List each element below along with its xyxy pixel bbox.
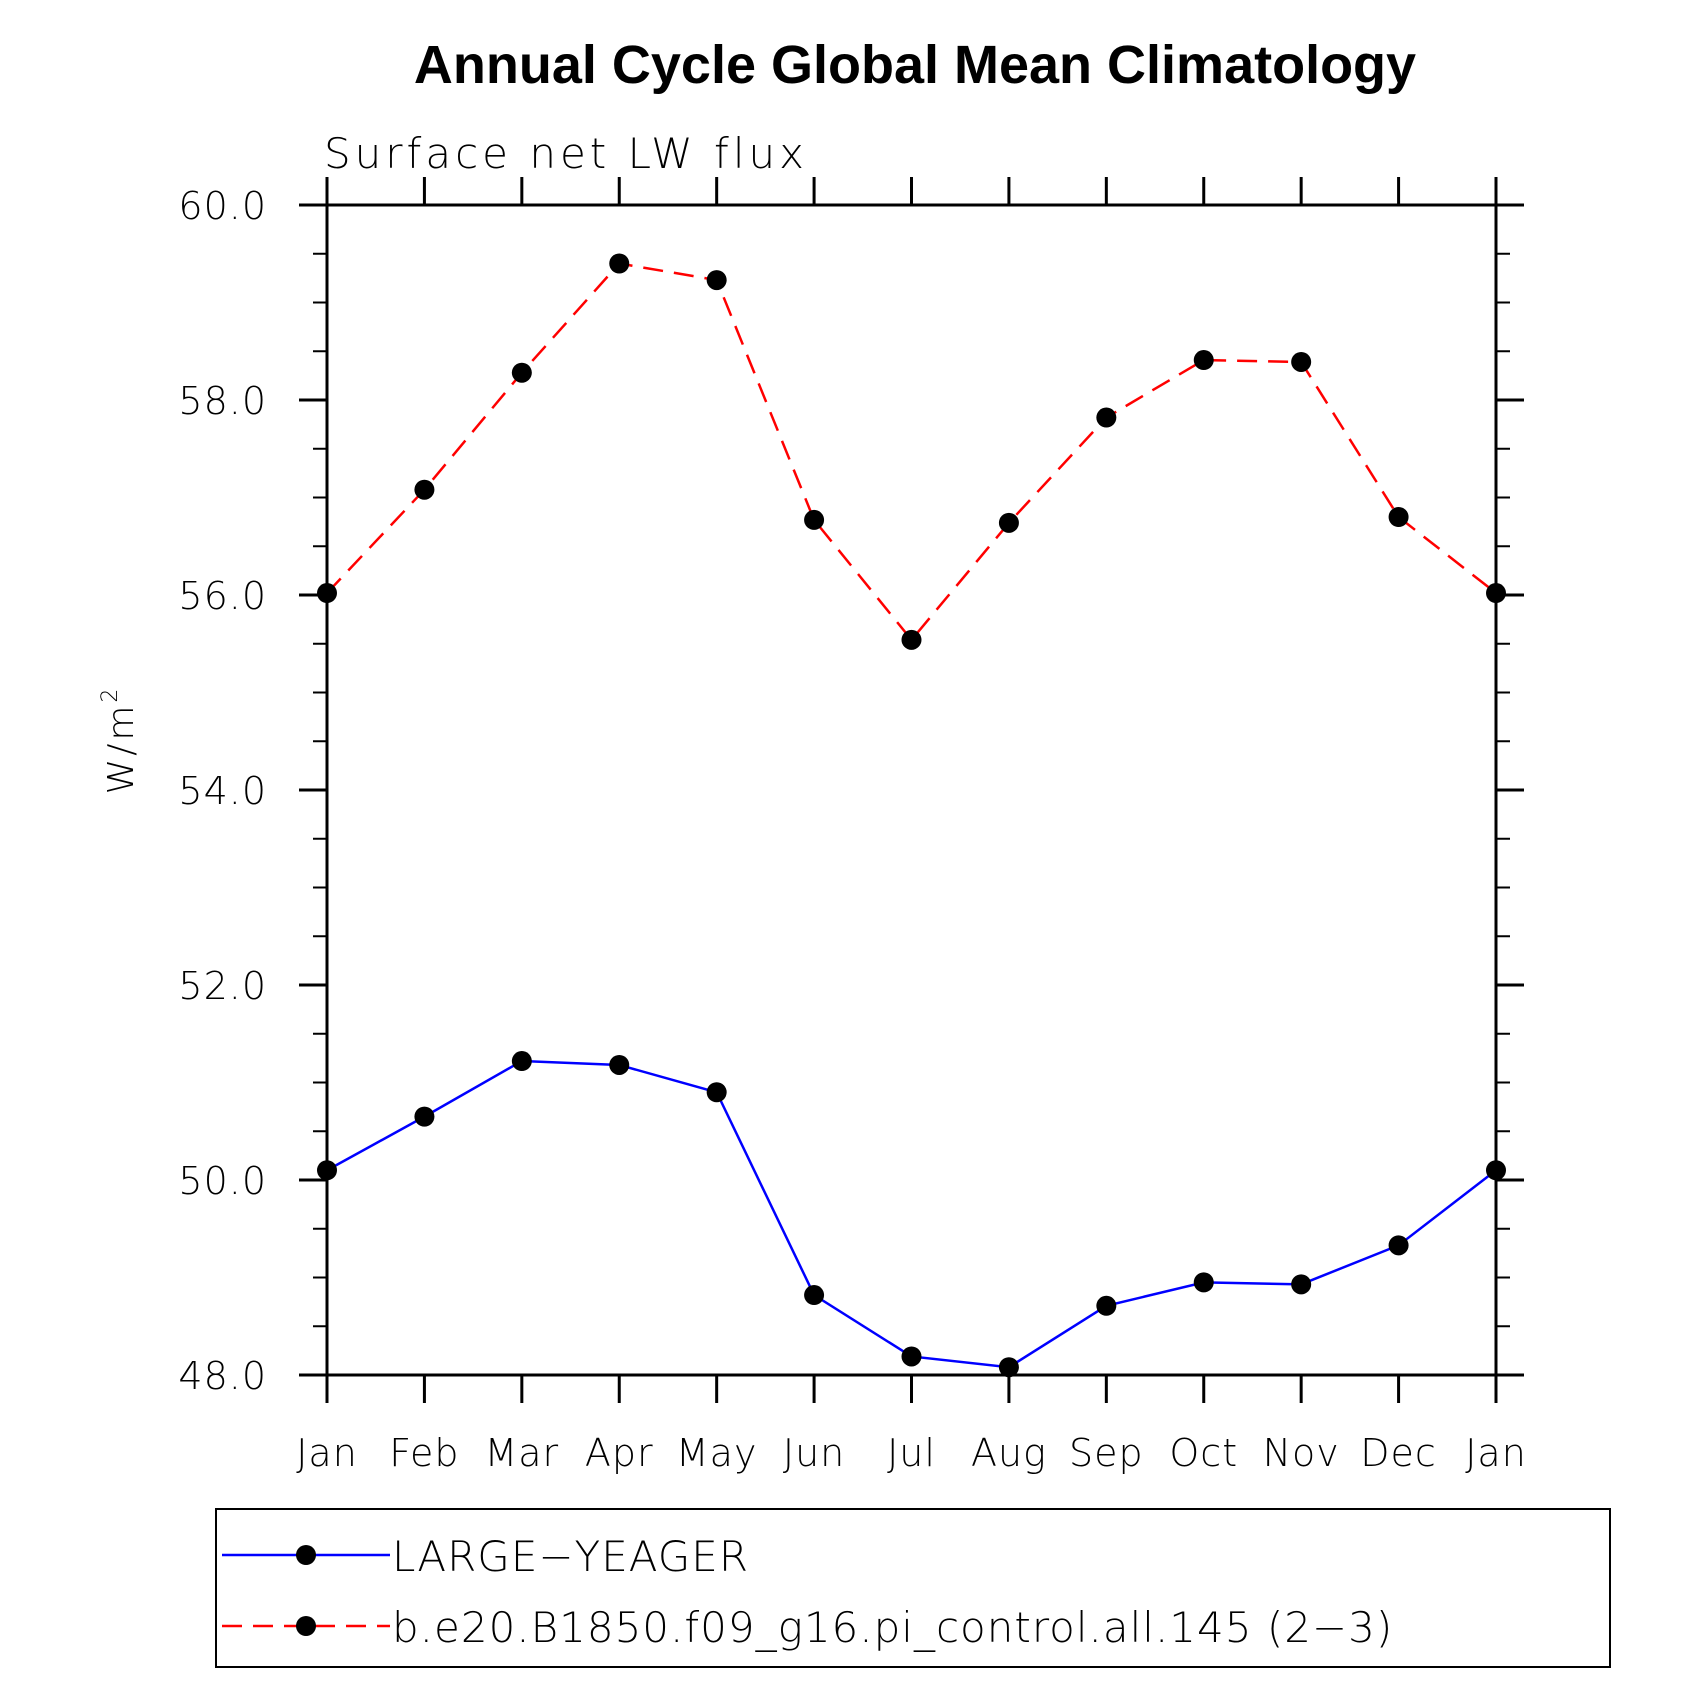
series-0-point	[414, 1106, 435, 1127]
series-1-point	[609, 253, 630, 274]
series-0-point	[998, 1357, 1019, 1378]
x-tick-label: Feb	[389, 1431, 459, 1475]
x-tick-label: Aug	[971, 1431, 1047, 1475]
series-1-point	[317, 583, 337, 604]
series-0-point	[804, 1285, 825, 1306]
chart-title: Annual Cycle Global Mean Climatology	[414, 35, 1416, 95]
series-1-point	[706, 270, 727, 291]
y-tick-label: 56.0	[178, 574, 267, 618]
x-tick-label: Jan	[1465, 1431, 1527, 1475]
chart-subtitle: Surface net LW flux	[324, 129, 808, 178]
y-axis-label-superscript: 2	[98, 686, 123, 703]
y-tick-labels: 48.0 50.0 52.0 54.0 56.0 58.0 60.0	[178, 184, 267, 1398]
svg-text:W/m2: W/m2	[98, 686, 142, 795]
series-1-point	[1291, 351, 1312, 372]
series-0-point	[609, 1054, 630, 1075]
series-layer	[317, 253, 1506, 1378]
y-tick-label: 52.0	[178, 964, 267, 1008]
x-tick-labels: Jan Feb Mar Apr May Jun Jul Aug Sep Oct Nov Dec Jan	[296, 1431, 1527, 1475]
legend-marker-large-yeager	[296, 1545, 316, 1565]
legend-marker-pi-control	[296, 1616, 316, 1636]
series-1-point	[511, 362, 532, 383]
series-0-point	[1388, 1235, 1409, 1256]
x-tick-label: Jul	[887, 1431, 936, 1475]
x-tick-label: Jun	[783, 1431, 845, 1475]
y-tick-label: 60.0	[178, 184, 267, 228]
series-1-point	[901, 629, 922, 650]
series-line-1	[326, 262, 1497, 642]
y-tick-label: 50.0	[178, 1159, 267, 1203]
x-tick-label: May	[676, 1431, 758, 1475]
legend-box	[215, 1508, 1611, 1668]
series-0-point	[706, 1082, 727, 1103]
legend-label-large-yeager: LARGE−YEAGER	[392, 1532, 749, 1581]
legend-label-pi-control: b.e20.B1850.f09_g16.pi_control.all.145 (…	[392, 1603, 1393, 1652]
series-1-point	[998, 512, 1019, 533]
x-tick-label: Dec	[1360, 1431, 1437, 1475]
x-tick-label: Sep	[1069, 1431, 1144, 1475]
series-0-point	[1486, 1160, 1506, 1181]
series-line-0	[326, 1059, 1497, 1369]
series-0-point	[511, 1051, 532, 1072]
series-1-point	[1486, 583, 1506, 604]
series-1-point	[804, 509, 825, 530]
x-tick-label: Nov	[1263, 1431, 1340, 1475]
x-tick-label: Jan	[296, 1431, 358, 1475]
y-tick-label: 58.0	[178, 379, 267, 423]
x-tick-label: Mar	[484, 1431, 559, 1475]
series-1-point	[1193, 350, 1214, 371]
series-0-point	[317, 1160, 337, 1181]
series-1-point	[414, 479, 435, 500]
axis-ticks	[299, 177, 1524, 1403]
series-0-point	[901, 1346, 922, 1367]
series-0-point	[1291, 1274, 1312, 1295]
series-0-point	[1096, 1295, 1117, 1316]
legend: LARGE−YEAGER b.e20.B1850.f09_g16.pi_cont…	[215, 1508, 1611, 1668]
y-tick-label: 48.0	[178, 1354, 267, 1398]
x-tick-label: Apr	[585, 1431, 654, 1475]
x-tick-label: Oct	[1169, 1431, 1238, 1475]
series-0-point	[1193, 1272, 1214, 1293]
plot-frame	[325, 203, 1498, 1377]
y-axis-label-text: W/m	[101, 703, 142, 795]
y-tick-label: 54.0	[178, 769, 267, 813]
series-1-point	[1388, 507, 1409, 527]
y-axis-label: W/m2	[98, 686, 142, 795]
series-1-point	[1096, 407, 1117, 428]
